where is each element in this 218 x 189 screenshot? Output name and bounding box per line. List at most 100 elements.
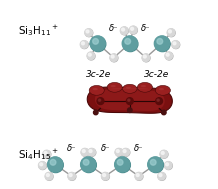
Circle shape (87, 52, 95, 60)
Circle shape (69, 174, 72, 177)
Circle shape (120, 27, 128, 34)
Circle shape (122, 36, 137, 51)
Circle shape (167, 29, 175, 36)
Circle shape (82, 42, 84, 45)
Circle shape (125, 39, 131, 44)
Text: 3c-2e: 3c-2e (144, 70, 169, 79)
Circle shape (150, 160, 156, 165)
Circle shape (48, 157, 63, 173)
Circle shape (121, 27, 128, 35)
Circle shape (91, 36, 106, 52)
Circle shape (123, 150, 126, 153)
Circle shape (122, 148, 129, 156)
Circle shape (97, 98, 104, 105)
Circle shape (142, 54, 150, 61)
Circle shape (86, 30, 89, 33)
Circle shape (68, 172, 75, 180)
Polygon shape (87, 87, 172, 113)
Circle shape (136, 174, 139, 177)
Circle shape (98, 99, 101, 101)
Circle shape (48, 157, 63, 172)
Circle shape (165, 162, 172, 170)
Circle shape (161, 152, 164, 154)
Circle shape (81, 157, 96, 173)
Circle shape (88, 148, 95, 156)
Circle shape (81, 41, 88, 49)
Circle shape (154, 36, 169, 51)
Circle shape (90, 36, 105, 51)
Circle shape (115, 157, 130, 172)
Circle shape (88, 53, 91, 56)
Circle shape (123, 36, 138, 52)
Circle shape (135, 172, 143, 180)
Circle shape (68, 173, 76, 180)
Text: Si$_3$H$_{11}$$^+$: Si$_3$H$_{11}$$^+$ (18, 23, 59, 38)
Circle shape (157, 99, 159, 101)
Circle shape (44, 152, 47, 154)
Circle shape (172, 41, 179, 48)
Circle shape (110, 54, 118, 62)
Circle shape (165, 52, 173, 60)
Ellipse shape (89, 85, 104, 95)
Ellipse shape (93, 88, 98, 90)
Circle shape (81, 157, 96, 172)
Polygon shape (95, 89, 165, 111)
Circle shape (87, 52, 95, 60)
Circle shape (128, 99, 130, 101)
Circle shape (40, 163, 43, 166)
Circle shape (115, 148, 123, 156)
Ellipse shape (107, 82, 122, 92)
Circle shape (111, 55, 114, 58)
Circle shape (131, 27, 134, 30)
Circle shape (158, 173, 166, 180)
Circle shape (126, 98, 133, 105)
Text: δ⁻: δ⁻ (109, 24, 118, 33)
Circle shape (115, 149, 123, 156)
Circle shape (46, 174, 49, 177)
Circle shape (135, 173, 143, 180)
Text: δ⁻: δ⁻ (141, 24, 151, 33)
Text: 3c-2e: 3c-2e (86, 70, 111, 79)
Circle shape (103, 174, 106, 177)
Circle shape (172, 41, 180, 49)
Ellipse shape (111, 85, 116, 87)
Circle shape (162, 110, 166, 115)
Circle shape (81, 148, 89, 156)
Circle shape (101, 172, 109, 180)
Circle shape (130, 26, 137, 34)
Circle shape (50, 160, 56, 165)
Circle shape (85, 29, 92, 36)
Circle shape (117, 160, 123, 165)
Circle shape (142, 54, 150, 62)
Circle shape (122, 149, 130, 156)
Ellipse shape (126, 87, 131, 89)
Circle shape (94, 110, 98, 115)
Circle shape (46, 173, 53, 180)
Circle shape (160, 151, 168, 158)
Circle shape (82, 150, 85, 153)
Circle shape (155, 36, 170, 52)
Circle shape (168, 29, 175, 37)
Circle shape (159, 174, 162, 177)
Circle shape (102, 173, 109, 180)
Text: δ⁻: δ⁻ (67, 144, 77, 153)
Circle shape (43, 150, 50, 158)
Ellipse shape (159, 88, 164, 90)
Circle shape (39, 162, 46, 169)
Ellipse shape (137, 82, 152, 92)
Circle shape (80, 41, 88, 48)
Circle shape (148, 157, 163, 172)
Circle shape (83, 160, 89, 165)
Circle shape (43, 151, 51, 158)
Ellipse shape (141, 85, 146, 87)
Circle shape (169, 30, 171, 33)
Circle shape (81, 149, 89, 156)
Circle shape (160, 150, 168, 158)
Text: δ⁻: δ⁻ (134, 144, 143, 153)
Circle shape (143, 55, 146, 58)
Text: δ⁻: δ⁻ (100, 144, 110, 153)
Circle shape (128, 108, 132, 112)
Ellipse shape (155, 85, 170, 95)
Circle shape (158, 172, 165, 180)
Circle shape (157, 39, 163, 44)
